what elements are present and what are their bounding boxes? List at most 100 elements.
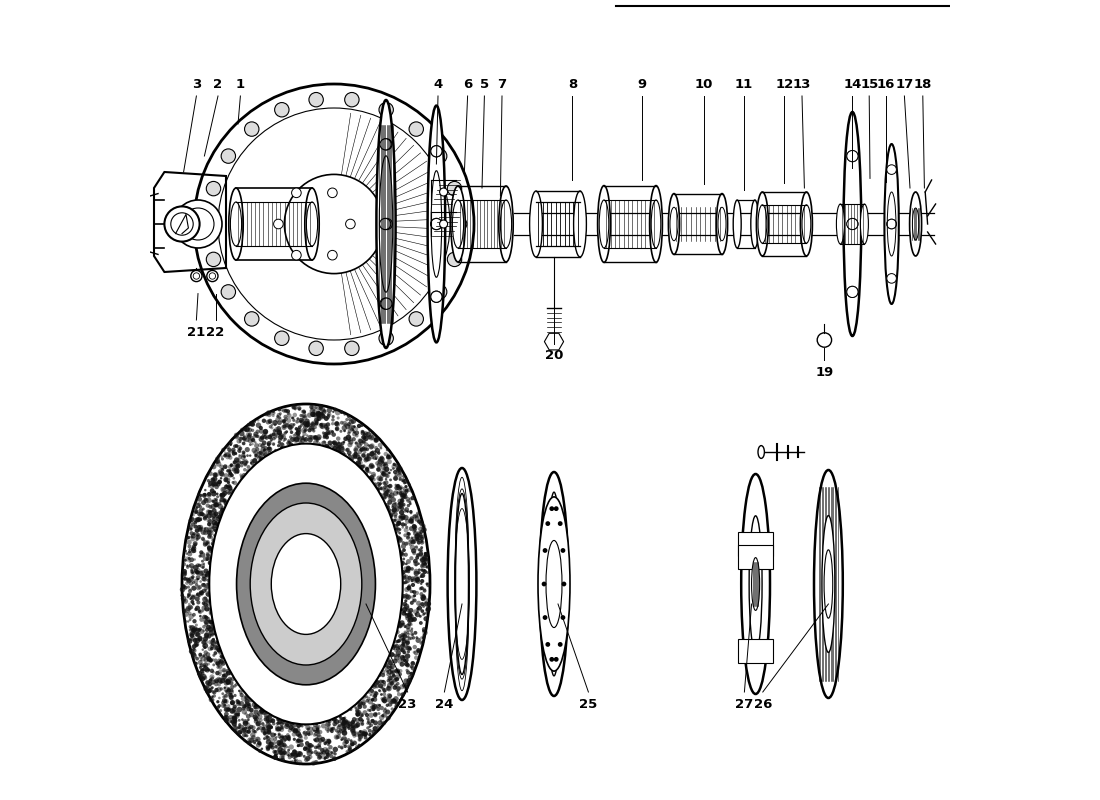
- Circle shape: [221, 448, 226, 452]
- Circle shape: [362, 731, 366, 737]
- Circle shape: [276, 726, 280, 731]
- Circle shape: [396, 670, 398, 672]
- Circle shape: [376, 462, 382, 468]
- Circle shape: [264, 434, 268, 438]
- Circle shape: [243, 434, 245, 437]
- Circle shape: [353, 455, 358, 459]
- Circle shape: [340, 410, 343, 414]
- Circle shape: [256, 721, 262, 726]
- Ellipse shape: [860, 204, 868, 244]
- Circle shape: [208, 505, 212, 509]
- Circle shape: [388, 471, 390, 474]
- Circle shape: [345, 418, 349, 422]
- Circle shape: [340, 718, 342, 721]
- Circle shape: [200, 671, 205, 675]
- Circle shape: [196, 538, 199, 542]
- Circle shape: [366, 709, 370, 712]
- Circle shape: [217, 648, 221, 653]
- Circle shape: [287, 754, 290, 757]
- Circle shape: [416, 553, 420, 557]
- Circle shape: [417, 562, 420, 565]
- Circle shape: [266, 441, 272, 446]
- Circle shape: [390, 707, 394, 710]
- Circle shape: [252, 443, 254, 446]
- Circle shape: [392, 674, 396, 678]
- Circle shape: [234, 458, 240, 462]
- Circle shape: [221, 492, 226, 498]
- Circle shape: [286, 441, 290, 445]
- Circle shape: [205, 571, 210, 576]
- Circle shape: [208, 646, 212, 651]
- Ellipse shape: [651, 200, 661, 248]
- Circle shape: [366, 717, 370, 720]
- Circle shape: [235, 458, 241, 464]
- Circle shape: [340, 738, 343, 741]
- Circle shape: [266, 746, 271, 750]
- Circle shape: [277, 408, 282, 411]
- Circle shape: [409, 518, 414, 522]
- Circle shape: [887, 219, 896, 229]
- Circle shape: [420, 582, 422, 585]
- Circle shape: [258, 426, 263, 430]
- Circle shape: [393, 523, 396, 526]
- Circle shape: [363, 436, 366, 439]
- Circle shape: [304, 736, 308, 740]
- Circle shape: [402, 642, 405, 645]
- Circle shape: [261, 747, 263, 750]
- Circle shape: [408, 518, 414, 524]
- Circle shape: [189, 531, 194, 535]
- Circle shape: [847, 218, 858, 230]
- Circle shape: [256, 418, 260, 422]
- Circle shape: [392, 518, 395, 523]
- Circle shape: [196, 535, 200, 540]
- Ellipse shape: [836, 204, 845, 244]
- Circle shape: [244, 730, 248, 733]
- Circle shape: [296, 432, 300, 437]
- Circle shape: [205, 589, 207, 592]
- Circle shape: [267, 446, 271, 450]
- Circle shape: [266, 442, 271, 446]
- Circle shape: [406, 568, 409, 572]
- Circle shape: [362, 729, 367, 734]
- Circle shape: [298, 438, 302, 443]
- Circle shape: [308, 755, 312, 759]
- Circle shape: [410, 490, 412, 493]
- Circle shape: [227, 470, 229, 473]
- Circle shape: [266, 719, 270, 722]
- Circle shape: [419, 575, 422, 578]
- Circle shape: [340, 430, 342, 433]
- Circle shape: [354, 442, 358, 445]
- Circle shape: [312, 410, 318, 414]
- Circle shape: [284, 409, 288, 413]
- Circle shape: [387, 487, 390, 491]
- Circle shape: [187, 638, 191, 642]
- Circle shape: [887, 219, 896, 229]
- Circle shape: [205, 514, 209, 518]
- Circle shape: [190, 570, 196, 575]
- Circle shape: [251, 462, 254, 466]
- Circle shape: [211, 500, 215, 502]
- Circle shape: [229, 455, 232, 460]
- Circle shape: [310, 422, 315, 426]
- Circle shape: [260, 435, 264, 440]
- Circle shape: [403, 548, 406, 552]
- Circle shape: [343, 737, 348, 741]
- Circle shape: [365, 695, 367, 698]
- Circle shape: [365, 468, 370, 472]
- Circle shape: [274, 754, 277, 757]
- Circle shape: [304, 422, 309, 427]
- Circle shape: [420, 636, 424, 639]
- Circle shape: [260, 452, 265, 457]
- Circle shape: [305, 418, 310, 423]
- Circle shape: [248, 738, 253, 743]
- Circle shape: [216, 522, 219, 526]
- Circle shape: [213, 526, 218, 531]
- Circle shape: [218, 455, 220, 458]
- Circle shape: [211, 634, 215, 637]
- Circle shape: [409, 516, 414, 521]
- Circle shape: [324, 435, 329, 439]
- Circle shape: [228, 473, 233, 478]
- Circle shape: [195, 518, 199, 522]
- Circle shape: [358, 702, 363, 706]
- Circle shape: [370, 689, 374, 693]
